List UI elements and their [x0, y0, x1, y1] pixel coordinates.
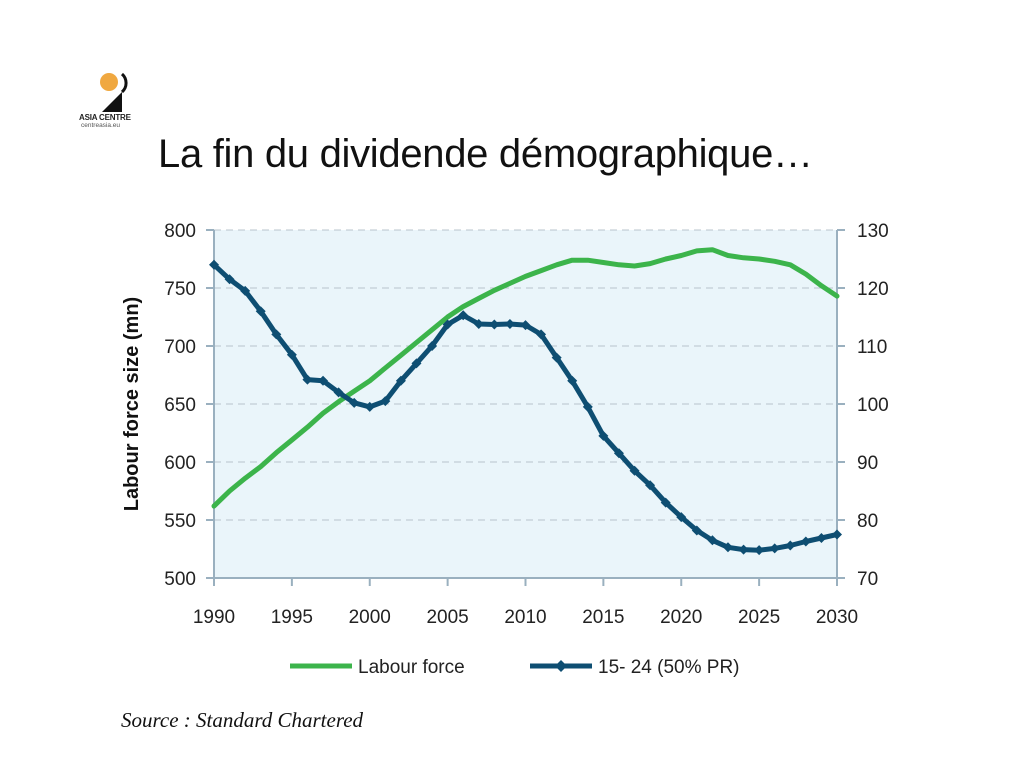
data-point [613, 448, 624, 459]
data-point [442, 319, 453, 330]
y-tick-label: 500 [164, 569, 196, 590]
legend: Labour force 15- 24 (50% PR) [290, 657, 740, 678]
x-tick-label: 2025 [738, 607, 780, 628]
data-point [598, 430, 609, 441]
axes: 500 550 600 650 700 750 800 70 80 90 100 110 120 130 1… [164, 221, 888, 628]
gridlines [214, 229, 837, 521]
y-tick-label: 650 [164, 395, 196, 416]
x-tick-label: 1995 [271, 607, 313, 628]
data-point [707, 535, 718, 546]
data-point [349, 397, 360, 408]
data-point [286, 349, 297, 360]
data-point [302, 374, 313, 385]
data-point [473, 318, 484, 329]
y2-tick-label: 100 [857, 395, 889, 416]
data-point [629, 465, 640, 476]
logo-url: centreasia.eu [81, 122, 121, 129]
data-point [489, 319, 500, 330]
data-point [255, 306, 266, 317]
x-tick-label: 2020 [660, 607, 702, 628]
slide-title: La fin du dividende démographique… [158, 132, 813, 176]
data-point [722, 542, 733, 553]
data-point [224, 274, 235, 285]
series [209, 247, 842, 556]
data-point [504, 318, 515, 329]
data-point [800, 536, 811, 547]
y2-tick-label: 120 [857, 279, 889, 300]
data-point [832, 529, 842, 540]
legend-marker [555, 660, 567, 672]
y2-tick-label: 110 [857, 337, 887, 358]
y2-tick-label: 90 [857, 453, 878, 474]
y-tick-label: 700 [164, 337, 196, 358]
data-point [754, 545, 765, 556]
data-point [785, 540, 796, 551]
y2-tick-label: 130 [857, 221, 889, 242]
data-point [582, 401, 593, 412]
x-tick-label: 2015 [582, 607, 624, 628]
x-tick-label: 2010 [504, 607, 546, 628]
data-point [333, 387, 344, 398]
y-tick-label: 600 [164, 453, 196, 474]
data-point [536, 329, 547, 340]
data-point [816, 532, 827, 543]
legend-label: 15- 24 (50% PR) [598, 657, 740, 678]
legend-label: Labour force [358, 657, 465, 678]
data-point [395, 375, 406, 386]
data-point [769, 543, 780, 554]
data-point [738, 544, 749, 555]
data-point [240, 285, 251, 296]
data-point [520, 320, 531, 331]
data-point [209, 259, 219, 270]
x-tick-label: 1990 [193, 607, 235, 628]
data-point [271, 329, 282, 340]
data-point [411, 358, 422, 369]
data-point [551, 352, 562, 363]
data-point [660, 497, 671, 508]
y-tick-label: 800 [164, 221, 196, 242]
data-point [318, 375, 329, 386]
logo-name: ASIA CENTRE [79, 113, 131, 122]
data-point [645, 480, 656, 491]
series-labour-force-line [211, 247, 840, 509]
x-tick-label: 2000 [349, 607, 391, 628]
y2-tick-label: 80 [857, 511, 878, 532]
data-point [567, 375, 578, 386]
data-point [676, 512, 687, 523]
asia-centre-logo [78, 66, 138, 132]
data-point [691, 525, 702, 536]
y-axis-label: Labour force size (mn) [121, 297, 143, 511]
x-tick-label: 2005 [426, 607, 468, 628]
source-caption: Source : Standard Chartered [121, 708, 364, 732]
data-point [458, 310, 469, 321]
y-tick-label: 750 [164, 279, 196, 300]
y-tick-label: 550 [164, 511, 196, 532]
logo-mark-icon [100, 72, 128, 112]
data-point [364, 401, 375, 412]
x-tick-label: 2030 [816, 607, 858, 628]
y2-tick-label: 70 [857, 569, 878, 590]
data-point [380, 396, 391, 407]
data-point [427, 341, 438, 351]
